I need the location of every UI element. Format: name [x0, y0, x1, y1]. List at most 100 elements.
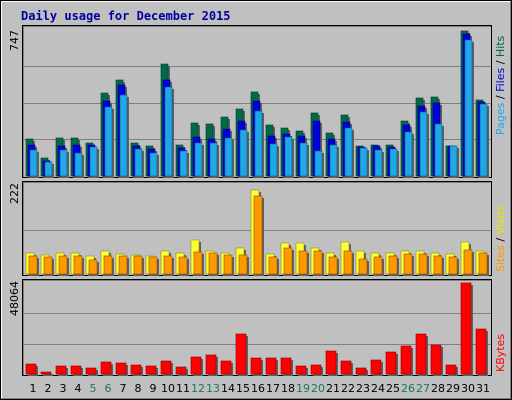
visits-panel-max-label: 222 — [8, 183, 21, 204]
kbytes-bar — [400, 345, 412, 375]
kbytes-bar — [295, 365, 307, 375]
day-label: 12 — [191, 382, 205, 395]
pages-bar — [149, 152, 158, 177]
kbytes-bar — [220, 360, 232, 375]
pages-bar — [89, 146, 98, 177]
kbytes-bar — [40, 371, 52, 375]
pages-bar — [29, 149, 38, 177]
kbytes-bar — [115, 362, 127, 375]
sites-bar — [388, 255, 398, 275]
day-label: 27 — [416, 382, 430, 395]
day-label: 1 — [30, 382, 37, 395]
kbytes-bar — [190, 356, 202, 375]
pages-bar — [74, 152, 83, 177]
kbytes-panel-max-label: 48064 — [8, 281, 21, 316]
sites-bar — [253, 195, 263, 275]
kbytes-bar — [265, 357, 277, 375]
hits-bars — [25, 30, 489, 178]
pages-bar — [464, 39, 473, 177]
chart-title: Daily usage for December 2015 — [21, 9, 231, 23]
sites-bar — [343, 250, 353, 275]
kbytes-bar — [25, 363, 37, 375]
kbytes-bar — [325, 350, 337, 375]
kbytes-bar — [100, 361, 112, 375]
legend-pages: Pages — [494, 102, 507, 135]
sites-bar — [223, 254, 233, 275]
day-label: 25 — [386, 382, 400, 395]
day-label: 22 — [341, 382, 355, 395]
kbytes-gridlines — [24, 313, 491, 345]
sites-bar — [313, 250, 323, 275]
pages-bar — [269, 143, 278, 177]
pages-bar — [284, 136, 293, 177]
kbytes-bar — [130, 364, 142, 375]
sites-bar — [58, 255, 68, 275]
kbytes-bar — [445, 364, 457, 375]
legend-sep-2: / — [494, 57, 507, 68]
kbytes-bar — [280, 357, 292, 375]
day-label: 4 — [75, 382, 82, 395]
day-label: 19 — [296, 382, 310, 395]
kbytes-bar — [340, 360, 352, 375]
pages-bar — [449, 145, 458, 177]
pages-bar — [374, 149, 383, 177]
sites-bar — [193, 251, 203, 275]
kbytes-bar — [55, 365, 67, 375]
day-label: 16 — [251, 382, 265, 395]
sites-bar — [88, 259, 98, 275]
sites-bar — [478, 252, 488, 275]
pages-bar — [194, 142, 203, 177]
sites-bar — [28, 255, 38, 275]
pages-bar — [44, 161, 53, 177]
sites-bar — [43, 256, 53, 275]
day-label: 20 — [311, 382, 325, 395]
sites-bar — [328, 256, 338, 275]
sites-bar — [118, 255, 128, 275]
day-label: 17 — [266, 382, 280, 395]
sites-bar — [403, 253, 413, 275]
day-label: 31 — [476, 382, 490, 395]
visits-bars — [25, 189, 489, 276]
day-label: 10 — [161, 382, 175, 395]
pages-bar — [104, 106, 113, 177]
kbytes-bar — [385, 351, 397, 375]
day-label: 14 — [221, 382, 235, 395]
legend-kbytes: KBytes — [494, 334, 507, 372]
legend-files: Files — [494, 68, 507, 92]
pages-bar — [164, 86, 173, 177]
pages-bar — [479, 103, 488, 177]
sites-bar — [73, 255, 83, 275]
pages-bar — [314, 150, 323, 177]
legend-hits: Hits — [494, 35, 507, 57]
day-label: 3 — [60, 382, 67, 395]
day-labels: 1 2 3 4 5 6 7 8 9 10 11 12 13 14 15 16 17 18 19 20 21 22 23 24 2… — [30, 382, 491, 395]
sites-bar — [238, 254, 248, 275]
day-label: 21 — [326, 382, 340, 395]
legend-visits: Visits — [494, 205, 507, 234]
day-label: 28 — [431, 382, 445, 395]
pages-bar — [59, 149, 68, 177]
day-label: 5 — [90, 382, 97, 395]
kbytes-bar — [355, 367, 367, 375]
pages-bar — [359, 147, 368, 177]
kbytes-bars — [25, 282, 488, 376]
sites-bar — [433, 255, 443, 275]
sites-bar — [178, 256, 188, 275]
kbytes-bar — [475, 328, 487, 375]
day-label: 6 — [105, 382, 112, 395]
pages-bar — [434, 123, 443, 177]
kbytes-bar — [415, 333, 427, 375]
sites-bar — [103, 255, 113, 275]
kbytes-bar — [250, 357, 262, 375]
legend-sep-1: / — [494, 92, 507, 103]
kbytes-bar — [205, 354, 217, 375]
pages-bar — [134, 148, 143, 177]
kbytes-bar — [145, 365, 157, 375]
pages-bar — [224, 137, 233, 177]
pages-bar — [344, 127, 353, 177]
kbytes-bar — [370, 359, 382, 375]
pages-bar — [254, 110, 263, 177]
pages-bar — [299, 142, 308, 177]
day-label: 23 — [356, 382, 370, 395]
